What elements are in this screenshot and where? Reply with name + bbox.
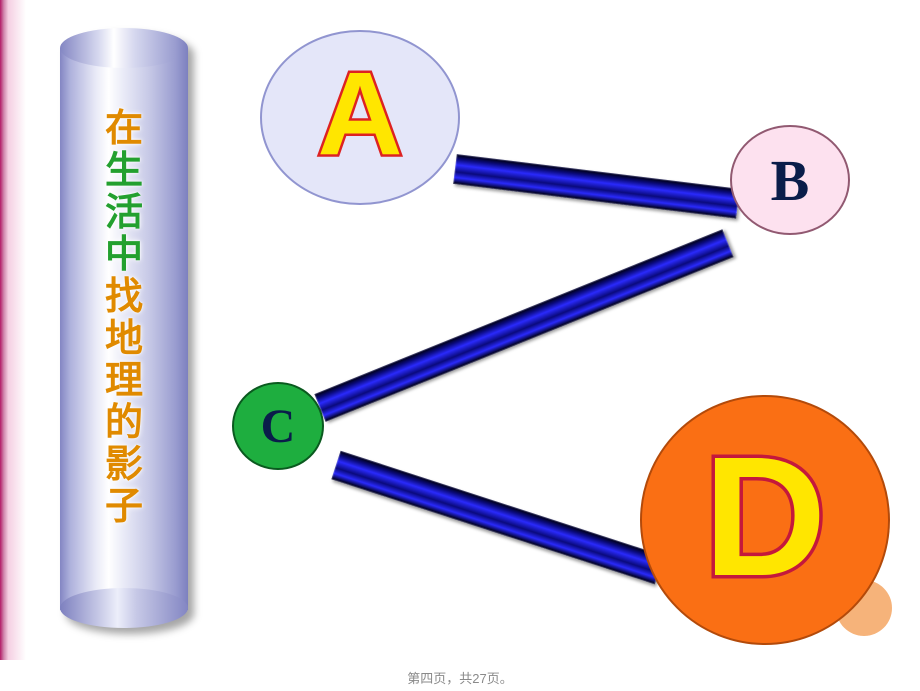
footer-page-word: 页，共: [433, 671, 472, 686]
node-b-label: B: [771, 147, 810, 214]
cylinder-bottom-cap: [60, 588, 188, 628]
cylinder-char: 中: [60, 234, 188, 276]
cylinder-char: 地: [60, 318, 188, 360]
cylinder-top-cap: [60, 28, 188, 68]
connector-a-b: [453, 154, 740, 219]
connector-c-d: [331, 451, 664, 585]
node-d: D: [640, 395, 890, 645]
slide: 在生活中找地理的影子 A B C D 第四页，共27页。: [0, 0, 920, 691]
letter-d-icon: D: [670, 415, 860, 625]
letter-a-icon: A: [290, 48, 430, 188]
footer-prefix: 第四: [407, 671, 433, 686]
node-c: C: [232, 382, 324, 470]
cylinder-char: 活: [60, 192, 188, 234]
left-stripe: [0, 0, 26, 660]
connector-c-b: [314, 229, 733, 422]
page-footer: 第四页，共27页。: [0, 668, 920, 687]
node-d-label: D: [704, 422, 827, 612]
node-a: A: [260, 30, 460, 205]
cylinder-char: 在: [60, 108, 188, 150]
cylinder-char: 生: [60, 150, 188, 192]
cylinder-title-text: 在生活中找地理的影子: [60, 108, 188, 528]
node-c-label: C: [261, 399, 296, 454]
cylinder-char: 影: [60, 444, 188, 486]
node-b: B: [730, 125, 850, 235]
cylinder-char: 理: [60, 360, 188, 402]
title-cylinder: 在生活中找地理的影子: [60, 28, 188, 628]
cylinder-char: 子: [60, 486, 188, 528]
footer-suffix: 页。: [487, 671, 513, 686]
cylinder-char: 找: [60, 276, 188, 318]
node-a-label: A: [317, 48, 402, 180]
footer-total: 27: [472, 671, 486, 686]
cylinder-char: 的: [60, 402, 188, 444]
